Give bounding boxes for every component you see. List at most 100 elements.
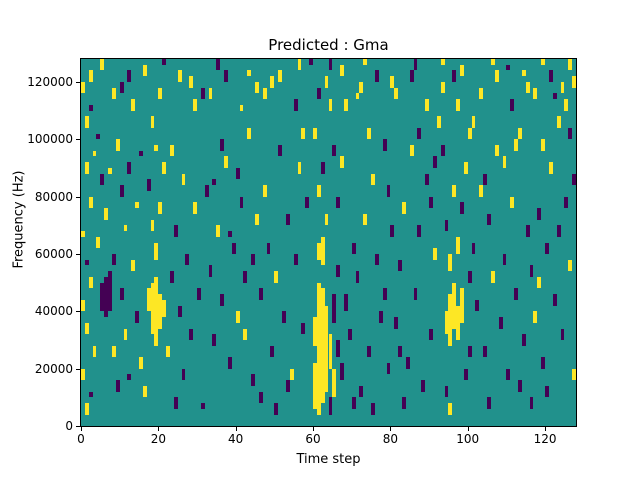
heatmap-cell [104, 208, 109, 220]
heatmap-cell [255, 213, 259, 226]
x-tick-label: 100 [456, 432, 480, 446]
heatmap-cell [100, 59, 105, 71]
heatmap-cell [158, 294, 163, 329]
y-tick-label: 120000 [27, 74, 73, 89]
heatmap-cell [456, 99, 460, 111]
x-tick-mark [81, 427, 82, 431]
heatmap-cell [421, 380, 426, 392]
heatmap-cell [154, 145, 159, 151]
heatmap-cell [537, 276, 542, 289]
heatmap-cell [204, 185, 209, 197]
heatmap-cell [274, 403, 279, 415]
heatmap-cell [340, 64, 344, 77]
heatmap-cell [88, 104, 93, 111]
heatmap-cell [502, 253, 507, 266]
heatmap-cell [483, 173, 488, 186]
heatmap-cell [436, 116, 441, 128]
heatmap-cell [227, 357, 232, 369]
x-tick-mark [545, 427, 547, 431]
heatmap-cell [100, 282, 105, 312]
heatmap-cell [471, 242, 476, 254]
heatmap-cell [409, 70, 414, 82]
heatmap-cell [382, 139, 387, 151]
heatmap-cell [108, 167, 112, 174]
heatmap-cell [127, 70, 132, 82]
heatmap-cell [564, 196, 569, 209]
heatmap-cell [440, 59, 445, 65]
heatmap-cell [514, 288, 518, 300]
heatmap-cell [541, 139, 546, 151]
heatmap-cell [351, 397, 356, 409]
heatmap-cell [104, 276, 109, 318]
heatmap-cell [394, 87, 399, 100]
heatmap-cell [135, 311, 139, 323]
heatmap-cell [316, 87, 321, 100]
heatmap-cell [452, 185, 457, 197]
y-tick-label: 80000 [34, 189, 73, 204]
heatmap-cell [467, 345, 472, 358]
heatmap-cell [224, 70, 228, 82]
heatmap-cell [177, 70, 182, 82]
x-tick-label: 40 [228, 432, 244, 446]
heatmap-cell [340, 362, 344, 381]
heatmap-cell [374, 70, 379, 82]
heatmap-cell [231, 242, 236, 254]
y-tick-label: 100000 [27, 132, 73, 147]
heatmap-cell [212, 179, 217, 186]
heatmap-cell [162, 59, 167, 65]
heatmap-cell [316, 185, 321, 197]
heatmap-cell [84, 322, 89, 335]
heatmap-cell [243, 328, 248, 340]
y-tick-mark [76, 81, 80, 83]
heatmap-cell [363, 59, 368, 65]
heatmap-cell [235, 167, 240, 180]
heatmap-cell [251, 253, 256, 266]
heatmap-cell [108, 271, 112, 312]
heatmap-cell [487, 397, 491, 409]
heatmap-cell [463, 368, 468, 381]
heatmap-cell [506, 368, 511, 381]
chart-title: Predicted : Gma [268, 36, 389, 54]
heatmap-cell [521, 70, 526, 77]
heatmap-cell [548, 70, 553, 82]
heatmap-cell [560, 81, 565, 94]
heatmap-cell [200, 87, 205, 100]
heatmap-cell [471, 116, 476, 128]
heatmap-cell [150, 219, 155, 232]
heatmap-cell [154, 242, 159, 260]
heatmap-cell [220, 139, 225, 151]
heatmap-cell [510, 196, 515, 209]
y-tick-label: 0 [65, 419, 73, 433]
heatmap-cell [456, 236, 460, 254]
heatmap-cell [169, 271, 174, 283]
heatmap-cell [258, 288, 263, 300]
heatmap-cell [328, 99, 333, 111]
heatmap-cell [448, 253, 453, 272]
heatmap-cell [572, 76, 576, 88]
heatmap-cell [266, 242, 271, 254]
heatmap-cell [293, 253, 298, 266]
heatmap-cell [568, 259, 573, 272]
heatmap-cell [235, 311, 240, 323]
heatmap-cell [444, 219, 449, 232]
heatmap-cell [158, 87, 163, 100]
heatmap-cell [568, 59, 573, 71]
heatmap-cell [123, 328, 128, 340]
heatmap-cell [81, 299, 85, 312]
x-tick-mark [235, 427, 237, 431]
heatmap-cell [506, 64, 511, 71]
x-axis-label: Time step [296, 452, 361, 467]
heatmap-cell [390, 76, 395, 88]
heatmap-cell [301, 322, 306, 335]
heatmap-cell [336, 196, 341, 209]
heatmap-cell [92, 345, 97, 358]
heatmap-cell [459, 64, 464, 77]
heatmap-cell [413, 288, 418, 300]
heatmap-cell [409, 145, 414, 157]
heatmap-cell [297, 162, 302, 174]
heatmap-cell [197, 288, 201, 300]
heatmap-cell [185, 253, 190, 266]
heatmap-cell [127, 162, 132, 174]
heatmap-cell [181, 368, 186, 381]
